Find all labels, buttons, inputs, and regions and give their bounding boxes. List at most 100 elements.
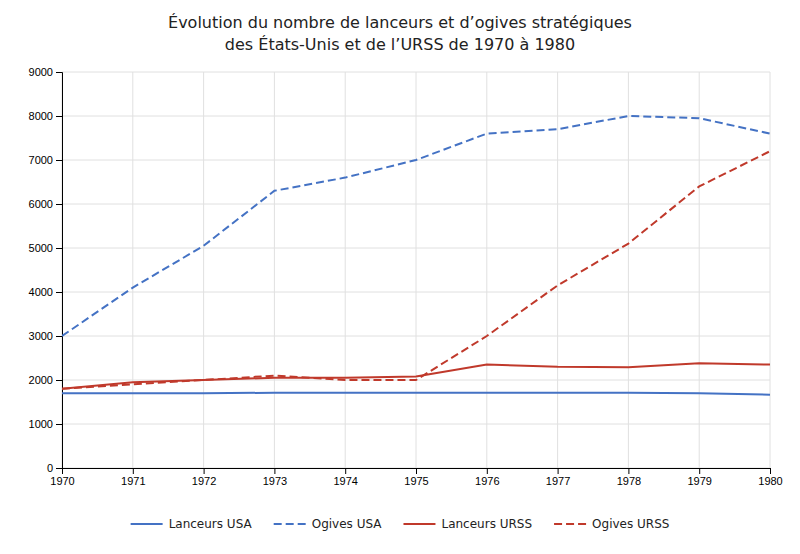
y-tick-mark	[56, 116, 62, 117]
grid-line-x	[699, 72, 700, 468]
y-tick-label: 2000	[29, 374, 53, 386]
legend-swatch	[403, 523, 435, 525]
legend-swatch	[131, 523, 163, 525]
x-tick: 1977	[546, 468, 570, 487]
x-tick-mark	[487, 468, 488, 474]
x-tick-label: 1971	[121, 475, 145, 487]
x-tick-label: 1974	[333, 475, 357, 487]
chart-svg: Évolution du nombre de lanceurs et d’ogi…	[0, 0, 800, 554]
y-tick-mark	[56, 204, 62, 205]
y-tick-label: 8000	[29, 110, 53, 122]
x-tick: 1976	[475, 468, 499, 487]
x-tick-label: 1972	[192, 475, 216, 487]
y-tick-mark	[56, 380, 62, 381]
x-tick-mark	[204, 468, 205, 474]
y-tick: 1000	[29, 418, 62, 430]
x-tick: 1971	[121, 468, 145, 487]
plot-area: 1970 1971 1972 1973 1974 1975 1976 1977 1978 1979…	[29, 66, 783, 487]
grid-line-x	[770, 72, 771, 468]
y-tick-mark	[56, 248, 62, 249]
legend-item: Lanceurs USA	[131, 517, 253, 531]
y-tick-mark	[56, 292, 62, 293]
legend-label: Lanceurs URSS	[441, 517, 532, 531]
legend-swatch	[274, 523, 306, 525]
y-tick-mark	[56, 160, 62, 161]
y-tick-mark	[56, 336, 62, 337]
grid-line-x	[557, 72, 558, 468]
x-tick-mark	[770, 468, 771, 474]
x-tick-label: 1978	[617, 475, 641, 487]
x-tick-mark	[274, 468, 275, 474]
x-tick-label: 1977	[546, 475, 570, 487]
x-tick: 1975	[404, 468, 428, 487]
y-tick-mark	[56, 72, 62, 73]
x-tick: 1973	[263, 468, 287, 487]
y-tick-label: 0	[47, 462, 53, 474]
y-tick-mark	[56, 468, 62, 469]
x-tick: 1979	[687, 468, 711, 487]
title: Évolution du nombre de lanceurs et d’ogi…	[168, 13, 632, 32]
x-tick: 1980	[758, 468, 782, 487]
y-tick: 2000	[29, 374, 62, 386]
y-tick: 3000	[29, 330, 62, 342]
y-tick-label: 1000	[29, 418, 53, 430]
grid-line-x	[132, 72, 133, 468]
x-tick: 1972	[192, 468, 216, 487]
y-tick-label: 7000	[29, 154, 53, 166]
x-tick-label: 1980	[758, 475, 782, 487]
series-line	[62, 116, 770, 336]
x-tick-mark	[558, 468, 559, 474]
series-line	[62, 363, 770, 389]
x-tick-label: 1979	[687, 475, 711, 487]
grid-line-x	[274, 72, 275, 468]
legend: Lanceurs USA Ogives USA Lanceurs URSS Ogive…	[131, 517, 670, 531]
lines	[62, 116, 770, 395]
y-tick-mark	[56, 424, 62, 425]
x-tick-mark	[416, 468, 417, 474]
x-tick-label: 1970	[50, 475, 74, 487]
y-tick: 8000	[29, 110, 62, 122]
x-tick-label: 1973	[263, 475, 287, 487]
legend-item: Ogives USA	[274, 517, 383, 531]
legend-label: Lanceurs USA	[169, 517, 253, 531]
y-tick: 7000	[29, 154, 62, 166]
x-tick: 1978	[617, 468, 641, 487]
grid-line-x	[416, 72, 417, 468]
y-tick-label: 6000	[29, 198, 53, 210]
x-axis-line	[63, 469, 771, 475]
x-tick: 1974	[333, 468, 357, 487]
subtitle: des États-Unis et de l’URSS de 1970 à 19…	[225, 35, 575, 54]
legend-item: Ogives URSS	[554, 517, 669, 531]
legend-swatch	[554, 523, 586, 525]
grid	[62, 72, 770, 468]
legend-item: Lanceurs URSS	[403, 517, 532, 531]
legend-label: Ogives USA	[312, 517, 383, 531]
y-tick: 9000	[29, 66, 62, 78]
y-axis-line	[56, 73, 63, 469]
x-tick: 1970	[50, 468, 74, 487]
grid-line-x	[486, 72, 487, 468]
x-tick-mark	[628, 468, 629, 474]
y-tick-label: 3000	[29, 330, 53, 342]
y-tick: 6000	[29, 198, 62, 210]
x-tick-mark	[133, 468, 134, 474]
series-line	[62, 393, 770, 395]
x-axis: 1970 1971 1972 1973 1974 1975 1976 1977 1978 1979…	[50, 468, 782, 487]
chart-container: Évolution du nombre de lanceurs et d’ogi…	[0, 0, 800, 554]
x-tick-label: 1975	[404, 475, 428, 487]
series-line	[62, 151, 770, 389]
y-tick: 4000	[29, 286, 62, 298]
y-axis: 0 1000 2000 3000 4000 5000 6000 7000 8000 9000	[29, 66, 63, 474]
y-tick: 5000	[29, 242, 62, 254]
x-tick-mark	[345, 468, 346, 474]
x-tick-mark	[699, 468, 700, 474]
y-tick-label: 5000	[29, 242, 53, 254]
y-tick-label: 9000	[29, 66, 53, 78]
grid-line-x	[203, 72, 204, 468]
grid-line-x	[345, 72, 346, 468]
y-tick-label: 4000	[29, 286, 53, 298]
x-tick-label: 1976	[475, 475, 499, 487]
grid-line-x	[628, 72, 629, 468]
y-tick: 0	[47, 462, 62, 474]
legend-label: Ogives URSS	[592, 517, 669, 531]
